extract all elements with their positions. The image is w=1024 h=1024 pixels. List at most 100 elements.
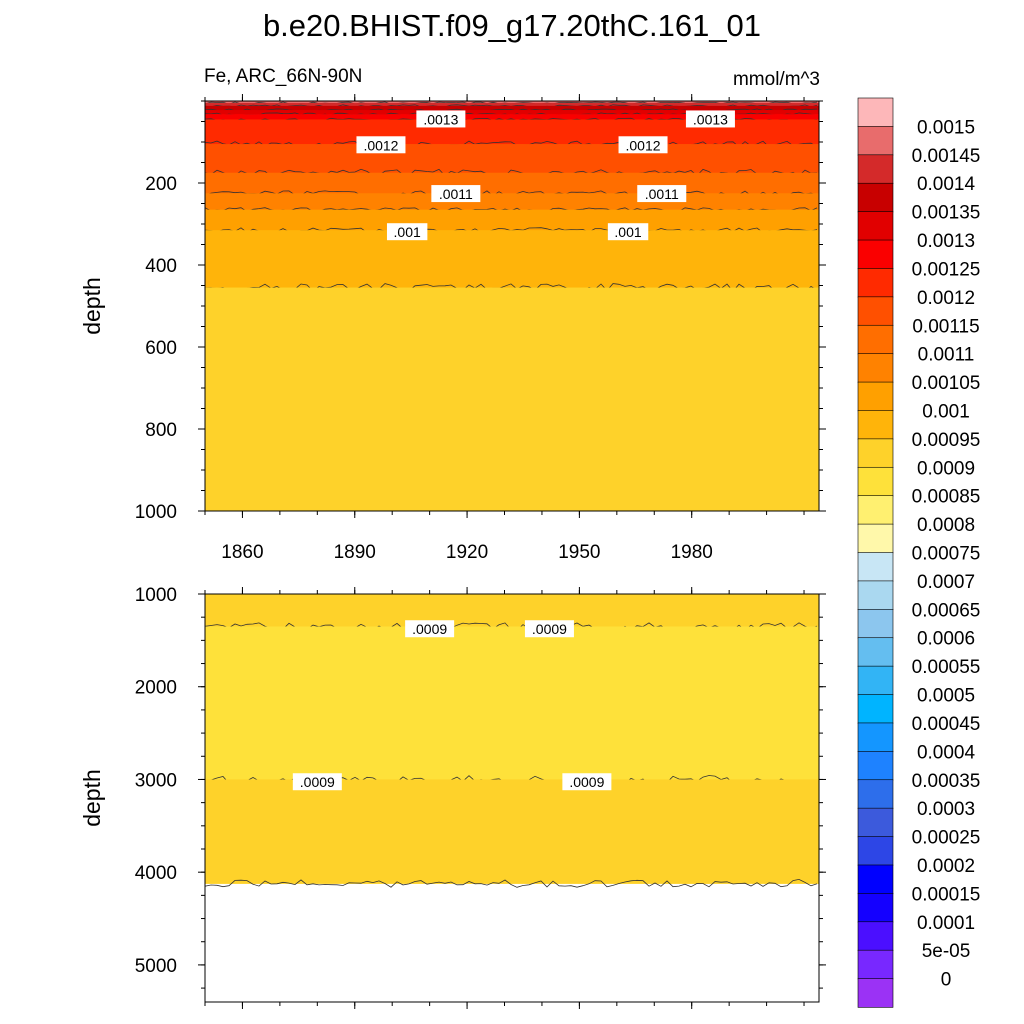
colorbar-label: 0.0011 <box>918 345 975 366</box>
contour-label: .0013 <box>416 110 466 128</box>
x-tick-label: 1920 <box>446 542 488 563</box>
colorbar-swatch <box>857 665 894 696</box>
colorbar-swatch <box>857 495 894 525</box>
colorbar-label: 0.00065 <box>912 600 981 621</box>
colorbar-label: 0.0008 <box>917 515 975 536</box>
colorbar-swatch <box>857 410 894 440</box>
x-tick-label: 1980 <box>671 542 713 563</box>
colorbar-label: 0.0015 <box>917 117 975 138</box>
x-tick-label: 1890 <box>334 542 376 563</box>
x-tick-label: 1860 <box>221 542 263 563</box>
colorbar-swatch <box>857 580 894 611</box>
svg-text:.0012: .0012 <box>626 137 661 153</box>
contour-label: .0009 <box>405 620 455 638</box>
contour-label: .0012 <box>618 136 668 154</box>
contour-label: .0009 <box>292 773 342 791</box>
colorbar-label: 0 <box>941 970 952 991</box>
colorbar-label: 0.0007 <box>917 572 975 593</box>
svg-text:.0009: .0009 <box>412 621 447 637</box>
colorbar-swatch <box>857 609 894 639</box>
svg-text:.0009: .0009 <box>532 621 567 637</box>
contour-label: .0009 <box>562 773 612 791</box>
colorbar-label: 0.00045 <box>912 714 981 735</box>
svg-text:.001: .001 <box>614 224 641 240</box>
contour-band <box>205 110 819 115</box>
variable-region-label: Fe, ARC_66N-90N <box>204 66 362 87</box>
contour-line <box>205 283 818 292</box>
colorbar-swatch <box>857 921 894 951</box>
chart-title: b.e20.BHIST.f09_g17.20thC.161_01 <box>263 8 761 43</box>
svg-text:.0009: .0009 <box>569 774 604 790</box>
colorbar-swatch <box>857 807 894 838</box>
colorbar-label: 0.00105 <box>912 373 981 394</box>
colorbar-label: 0.00115 <box>912 316 979 337</box>
contour-label: .001 <box>607 223 649 241</box>
colorbar-label: 0.0009 <box>917 458 975 479</box>
svg-text:.001: .001 <box>394 224 421 240</box>
colorbar-label: 0.0006 <box>917 629 975 650</box>
colorbar-swatch <box>857 211 894 241</box>
colorbar-swatch <box>857 466 894 497</box>
colorbar-label: 0.00025 <box>912 828 981 849</box>
y-tick-label: 2000 <box>135 678 177 699</box>
colorbar-swatch <box>857 864 894 895</box>
y-tick-label: 1000 <box>135 502 177 523</box>
contour-band <box>205 594 819 628</box>
svg-text:.0011: .0011 <box>645 186 679 202</box>
colorbar-swatch <box>857 523 894 554</box>
y-tick-label: 600 <box>145 338 177 359</box>
contour-band <box>205 114 819 121</box>
svg-text:.0011: .0011 <box>439 186 473 202</box>
colorbar-swatch <box>857 324 894 355</box>
colorbar-swatch <box>857 182 894 213</box>
colorbar-label: 0.0004 <box>917 742 976 763</box>
colorbar-swatch <box>857 978 894 1008</box>
x-tick-label: 1950 <box>558 542 600 563</box>
svg-text:.0012: .0012 <box>363 137 398 153</box>
contour-label: .001 <box>386 223 428 241</box>
colorbar-label: 0.00085 <box>912 487 981 508</box>
colorbar-swatch <box>857 751 894 781</box>
contour-band <box>205 105 819 111</box>
contour-band <box>205 626 819 781</box>
contour-label: .0012 <box>356 136 406 154</box>
colorbar-swatch <box>857 438 894 468</box>
colorbar-label: 0.00015 <box>912 884 981 905</box>
colorbar-label: 0.0013 <box>917 231 975 252</box>
y-tick-label: 200 <box>145 174 177 195</box>
colorbar-swatch <box>857 296 894 326</box>
colorbar-swatch <box>857 637 894 667</box>
contour-band <box>205 144 819 174</box>
colorbar-label: 0.00095 <box>912 430 981 451</box>
colorbar-label: 0.00135 <box>912 203 981 224</box>
colorbar-swatch <box>857 268 894 298</box>
colorbar-label: 0.0003 <box>917 799 975 820</box>
contour-band <box>205 209 819 231</box>
colorbar-swatch <box>857 97 894 128</box>
colorbar-label: 0.0002 <box>917 856 975 877</box>
contour-band <box>205 172 819 194</box>
y-tick-label: 5000 <box>135 956 177 977</box>
colorbar-label: 0.00145 <box>912 146 981 167</box>
colorbar-swatch <box>857 381 894 412</box>
colorbar-swatch <box>857 239 894 270</box>
y-tick-label: 4000 <box>135 863 177 884</box>
contour-label: .0013 <box>685 110 735 128</box>
colorbar-swatch <box>857 779 894 809</box>
colorbar-label: 0.0014 <box>917 174 976 195</box>
contour-band <box>205 193 819 211</box>
contour-line <box>205 878 818 888</box>
y-axis-label: depth <box>79 277 105 335</box>
top-panel: .0013 .0013 .0012 .0012 .0011 .0011 .001 .001 20… <box>79 94 826 563</box>
colorbar-swatch <box>857 154 894 184</box>
svg-text:.0013: .0013 <box>693 111 728 127</box>
colorbar-swatch <box>857 552 894 582</box>
y-tick-label: 400 <box>145 256 177 277</box>
colorbar-label: 0.00035 <box>912 771 981 792</box>
contour-band <box>205 287 819 511</box>
y-tick-label: 800 <box>145 420 177 441</box>
colorbar-label: 5e-05 <box>922 941 971 962</box>
units-label: mmol/m^3 <box>733 69 820 90</box>
contour-band <box>205 779 819 884</box>
